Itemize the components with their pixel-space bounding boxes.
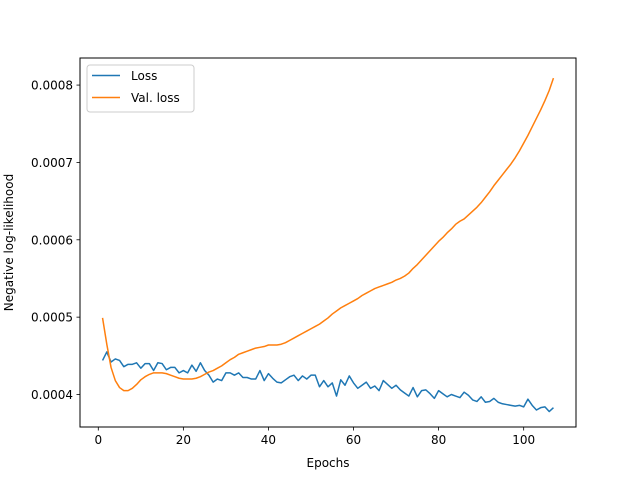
legend-label-val-loss: Val. loss <box>131 91 180 105</box>
y-tick-label: 0.0008 <box>31 79 73 93</box>
y-axis-label: Negative log-likelihood <box>2 174 16 311</box>
plot-frame <box>79 57 577 428</box>
y-tick-label: 0.0004 <box>31 388 73 402</box>
y-axis: 0.0004 0.0005 0.0006 0.0007 0.0008 <box>31 79 80 402</box>
legend-label-loss: Loss <box>131 69 157 83</box>
x-tick-label: 100 <box>512 433 535 447</box>
x-tick-label: 60 <box>346 433 361 447</box>
y-tick-label: 0.0005 <box>31 311 73 325</box>
x-axis: 0 20 40 60 80 100 <box>94 427 535 447</box>
plot-layer <box>101 77 555 413</box>
x-tick-label: 40 <box>261 433 276 447</box>
x-tick-label: 0 <box>94 433 102 447</box>
y-tick-label: 0.0006 <box>31 233 73 247</box>
x-tick-label: 80 <box>431 433 446 447</box>
x-axis-label: Epochs <box>307 456 350 470</box>
series-line-loss <box>101 351 554 413</box>
x-tick-label: 20 <box>176 433 191 447</box>
y-tick-label: 0.0007 <box>31 156 73 170</box>
legend: Loss Val. loss <box>86 64 195 113</box>
series-line-val-loss <box>101 77 555 392</box>
legend-box <box>86 64 195 113</box>
